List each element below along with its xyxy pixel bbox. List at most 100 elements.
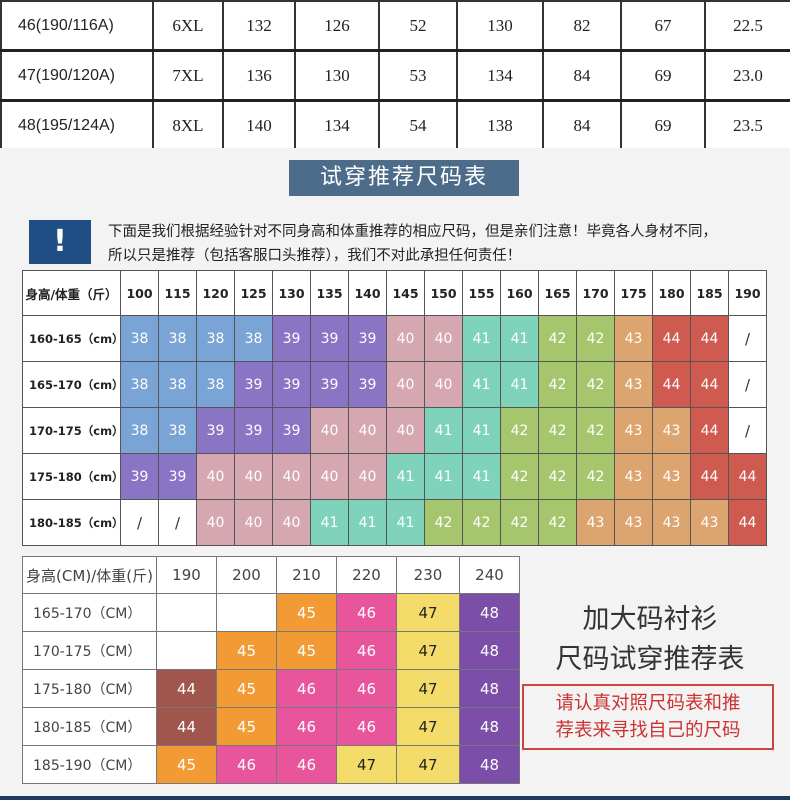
- size-cell: 47: [336, 745, 397, 784]
- weight-header: 145: [386, 270, 425, 316]
- table-row: 48(195/124A) 8XL 140 134 54 138 84 69 23.5: [0, 99, 790, 151]
- weight-header: 180: [652, 270, 691, 316]
- size-cell: 44: [690, 315, 729, 362]
- size-cell: 43: [576, 499, 615, 546]
- size-value-cell: 6XL: [152, 0, 224, 52]
- weight-header: 125: [234, 270, 273, 316]
- size-value-cell: 53: [378, 49, 458, 102]
- reminder-note-line-2: 荐表来寻找自己的尺码: [555, 720, 741, 741]
- size-cell: 47: [396, 631, 460, 670]
- weight-header: 185: [690, 270, 729, 316]
- height-label: 175-180（cm）: [22, 453, 124, 500]
- size-cell: 42: [538, 499, 577, 546]
- size-cell: 38: [234, 315, 273, 362]
- size-cell: 38: [120, 407, 159, 454]
- size-cell: 41: [424, 407, 463, 454]
- weight-header: 160: [500, 270, 539, 316]
- size-cell: 38: [158, 315, 197, 362]
- size-value-cell: 84: [542, 49, 622, 102]
- size-cell: 40: [348, 453, 387, 500]
- size-cell: 45: [216, 707, 277, 746]
- table-row: 46(190/116A) 6XL 132 126 52 130 82 67 22.5: [0, 0, 790, 52]
- table-row: 170-175（CM） 45 45 46 47 48: [22, 631, 520, 670]
- size-cell: 44: [652, 361, 691, 408]
- size-cell: 42: [500, 499, 539, 546]
- empty-cell: [216, 593, 277, 632]
- size-cell: 40: [310, 407, 349, 454]
- size-cell: 43: [614, 361, 653, 408]
- height-label: 170-175（CM）: [22, 631, 157, 670]
- weight-header: 100: [120, 270, 159, 316]
- size-cell: 43: [614, 499, 653, 546]
- disclaimer-line-2: 所以只是推荐（包括客服口头推荐），我们不对此承担任何责任！: [108, 248, 522, 264]
- weight-header: 155: [462, 270, 501, 316]
- size-value-cell: 130: [456, 0, 544, 52]
- size-cell: 41: [462, 453, 501, 500]
- size-cell: 42: [538, 315, 577, 362]
- size-cell: 48: [459, 669, 520, 708]
- size-cell: 44: [652, 315, 691, 362]
- size-cell: 38: [120, 315, 159, 362]
- size-cell: 45: [216, 631, 277, 670]
- empty-cell: [156, 593, 217, 632]
- size-cell: 47: [396, 707, 460, 746]
- size-cell: 47: [396, 745, 460, 784]
- chart-title: 试穿推荐尺码表: [289, 160, 519, 196]
- weight-header: 135: [310, 270, 349, 316]
- size-cell: 41: [462, 361, 501, 408]
- size-value-cell: 22.5: [704, 0, 790, 52]
- size-value-cell: 82: [542, 0, 622, 52]
- table-row: 170-175（cm） 38 38 39 39 39 40 40 40 41 41 42 42 42 43 4…: [22, 407, 767, 454]
- table-row: 165-170（CM） 45 46 47 48: [22, 593, 520, 632]
- size-cell: 40: [348, 407, 387, 454]
- height-label: 170-175（cm）: [22, 407, 124, 454]
- plus-size-title: 加大码衬衫 尺码试穿推荐表: [520, 600, 780, 680]
- size-value-cell: 8XL: [152, 99, 224, 151]
- size-value-cell: 54: [378, 99, 458, 151]
- size-cell: 46: [276, 745, 337, 784]
- size-cell: 42: [576, 361, 615, 408]
- height-label: 160-165（cm）: [22, 315, 124, 362]
- size-cell: 43: [652, 453, 691, 500]
- table-row: 160-165（cm） 38 38 38 38 39 39 39 40 40 41 41 42 42 43 4…: [22, 315, 767, 362]
- size-cell: 41: [310, 499, 349, 546]
- size-cell: 46: [216, 745, 277, 784]
- weight-header: 210: [276, 556, 337, 594]
- size-cell: 45: [216, 669, 277, 708]
- size-cell: 39: [234, 407, 273, 454]
- size-cell: 40: [386, 407, 425, 454]
- size-cell: 39: [348, 315, 387, 362]
- size-cell: 42: [538, 407, 577, 454]
- size-cell: 40: [424, 315, 463, 362]
- size-cell: 39: [348, 361, 387, 408]
- size-cell: 38: [120, 361, 159, 408]
- size-cell: /: [728, 315, 767, 362]
- size-cell: 40: [310, 453, 349, 500]
- size-cell: 44: [156, 669, 217, 708]
- reminder-note: 请认真对照尺码表和推 荐表来寻找自己的尺码: [522, 684, 774, 750]
- size-table: 46(190/116A) 6XL 132 126 52 130 82 67 22.5 47(190…: [0, 0, 790, 151]
- size-cell: 39: [310, 315, 349, 362]
- size-cell: 43: [652, 499, 691, 546]
- size-cell: 48: [459, 593, 520, 632]
- size-cell: 39: [310, 361, 349, 408]
- height-label: 165-170（cm）: [22, 361, 124, 408]
- weight-header: 230: [396, 556, 460, 594]
- size-cell: 41: [462, 315, 501, 362]
- weight-header: 175: [614, 270, 653, 316]
- table-row: 185-190（CM） 45 46 46 47 47 48: [22, 745, 520, 784]
- size-cell: 42: [500, 407, 539, 454]
- weight-header: 200: [216, 556, 277, 594]
- size-value-cell: 69: [620, 99, 706, 151]
- size-cell: 46: [336, 631, 397, 670]
- size-cell: 45: [276, 593, 337, 632]
- size-cell: 48: [459, 707, 520, 746]
- size-label-cell: 47(190/120A): [0, 49, 154, 102]
- weight-header: 190: [728, 270, 767, 316]
- height-label: 185-190（CM）: [22, 745, 157, 784]
- header-label: 身高(CM)/体重(斤): [22, 556, 157, 594]
- weight-header: 190: [156, 556, 217, 594]
- size-cell: /: [728, 407, 767, 454]
- size-cell: 43: [614, 315, 653, 362]
- size-cell: 43: [652, 407, 691, 454]
